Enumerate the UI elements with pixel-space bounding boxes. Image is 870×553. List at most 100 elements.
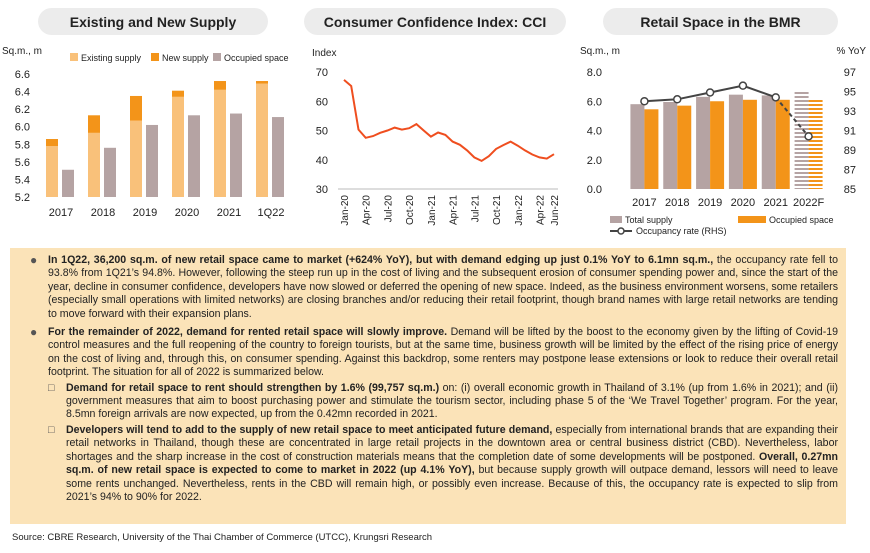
sub-bullet-demand: □ Demand for retail space to rent should …	[18, 382, 838, 422]
bar-new-supply	[172, 90, 184, 97]
sub-demand-body: on: (i) overall economic growth in Thail…	[66, 381, 838, 421]
bar-occupied-space	[742, 99, 757, 189]
y-tick-label: 6.0	[15, 122, 30, 134]
x-tick-label: Jan-21	[427, 195, 438, 226]
y-axis-label: Sq.m., m	[2, 46, 42, 57]
y-tick-label: 2.0	[587, 155, 602, 167]
sub-demand-headline: Demand for retail space to rent should s…	[66, 381, 440, 394]
retail-panel-title: Retail Space in the BMR	[603, 8, 838, 35]
x-tick-label: 2021	[217, 207, 241, 219]
bar-occupied-space	[808, 99, 823, 189]
source-note: Source: CBRE Research, University of the…	[12, 532, 433, 543]
occupancy-point	[771, 93, 780, 102]
cci-panel-title: Consumer Confidence Index: CCI	[304, 8, 566, 35]
legend-swatch	[738, 216, 766, 223]
x-tick-label: 2017	[632, 197, 656, 209]
y2-tick-label: 95	[844, 87, 856, 99]
y-axis-label: Index	[312, 48, 336, 59]
bullet-dot-icon: ●	[30, 325, 38, 340]
x-tick-label: Apr-20	[362, 195, 373, 225]
legend-label: New supply	[162, 53, 209, 63]
bar-occupied-space	[104, 147, 116, 197]
y-tick-label: 50	[316, 126, 328, 138]
y2-tick-label: 87	[844, 165, 856, 177]
x-tick-label: Jan-22	[514, 195, 525, 226]
supply-panel-title: Existing and New Supply	[38, 8, 268, 35]
x-tick-label: 2022F	[793, 197, 824, 209]
y-tick-label: 5.8	[15, 139, 30, 151]
x-tick-label: 1Q22	[258, 207, 285, 219]
bullet-1q22: ● In 1Q22, 36,200 sq.m. of new retail spa…	[18, 253, 838, 321]
x-tick-label: 2021	[764, 197, 788, 209]
y-tick-label: 6.6	[15, 69, 30, 81]
y-tick-label: 60	[316, 96, 328, 108]
occupancy-point	[804, 132, 813, 141]
legend-swatch	[151, 53, 159, 61]
y-tick-label: 40	[316, 155, 328, 167]
bar-new-supply	[130, 95, 142, 121]
y-tick-label: 5.6	[15, 157, 30, 169]
bullet-1q22-headline: In 1Q22, 36,200 sq.m. of new retail spac…	[48, 254, 714, 266]
commentary-box: ● In 1Q22, 36,200 sq.m. of new retail spa…	[10, 248, 846, 524]
x-tick-label: Apr-22	[536, 195, 547, 225]
bar-total-supply	[696, 96, 711, 189]
occupancy-forecast-line	[774, 96, 810, 137]
sub-supply-headline: Developers will tend to add to the suppl…	[66, 423, 553, 436]
legend-label: Occupied space	[224, 53, 289, 63]
legend-label: Occupied space	[769, 215, 834, 225]
x-tick-label: 2017	[49, 207, 73, 219]
legend-label: Total supply	[625, 215, 673, 225]
y2-tick-label: 97	[844, 67, 856, 79]
sub-bullet-supply: □ Developers will tend to add to the supp…	[18, 424, 838, 504]
bullet-1q22-body: the occupancy rate fell to 93.8% from 1Q…	[48, 254, 838, 320]
bar-occupied-space	[775, 99, 790, 189]
y-tick-label: 8.0	[587, 67, 602, 79]
sub-supply-headline-2: Overall, 0.27mn sq.m. of new retail spac…	[66, 450, 839, 477]
y2-tick-label: 91	[844, 126, 856, 138]
y-axis-label: Sq.m., m	[580, 46, 620, 57]
bar-total-supply	[728, 94, 743, 189]
legend-swatch	[213, 53, 221, 61]
bar-new-supply	[214, 81, 226, 90]
bullet-remainder-2022: ● For the remainder of 2022, demand for r…	[18, 325, 839, 380]
x-tick-label: 2018	[665, 197, 689, 209]
y2-axis-label: % YoY	[837, 46, 867, 57]
bar-occupied-space	[677, 105, 692, 189]
y2-tick-label: 85	[844, 184, 856, 196]
occupancy-point	[640, 97, 649, 106]
y-tick-label: 6.2	[15, 104, 30, 116]
sub-supply-body-2: but because supply growth will outpace d…	[66, 464, 838, 503]
cci-line	[343, 79, 555, 163]
bar-occupied-space	[188, 115, 200, 197]
square-bullet-icon: □	[48, 381, 55, 394]
bar-occupied-space	[146, 124, 158, 197]
bar-existing-supply	[88, 132, 100, 197]
y-tick-label: 30	[316, 184, 328, 196]
x-tick-label: Jan-20	[340, 195, 351, 226]
bullet-dot-icon: ●	[30, 253, 38, 267]
x-tick-label: 2020	[175, 207, 199, 219]
x-tick-label: Oct-20	[405, 195, 416, 225]
bar-occupied-space	[272, 117, 284, 197]
cci-chart: Index 30 40 50 60 70 Jan-20 Apr-20 Jul-20 Oct-20 J…	[312, 48, 561, 226]
bar-total-supply	[630, 104, 645, 189]
y-tick-label: 6.4	[15, 87, 30, 99]
bar-occupied-space	[644, 109, 659, 189]
bar-total-supply	[663, 101, 678, 189]
y2-tick-label: 89	[844, 145, 856, 157]
bar-existing-supply	[130, 120, 142, 197]
y-tick-label: 4.0	[587, 126, 602, 138]
y-tick-label: 5.4	[15, 174, 30, 186]
legend-swatch	[70, 53, 78, 61]
y-tick-label: 6.0	[587, 96, 602, 108]
square-bullet-icon: □	[48, 423, 55, 436]
x-tick-label: Jul-20	[383, 195, 394, 223]
bar-occupied-space	[710, 101, 725, 189]
bullet-remainder-body: Demand will be lifted by the boost to th…	[48, 326, 839, 379]
legend-marker	[617, 227, 625, 235]
bar-new-supply	[88, 115, 100, 133]
y-tick-label: 70	[316, 67, 328, 79]
legend-label: Existing supply	[81, 53, 142, 63]
x-tick-label: Apr-21	[449, 195, 460, 225]
y-tick-label: 0.0	[587, 184, 602, 196]
